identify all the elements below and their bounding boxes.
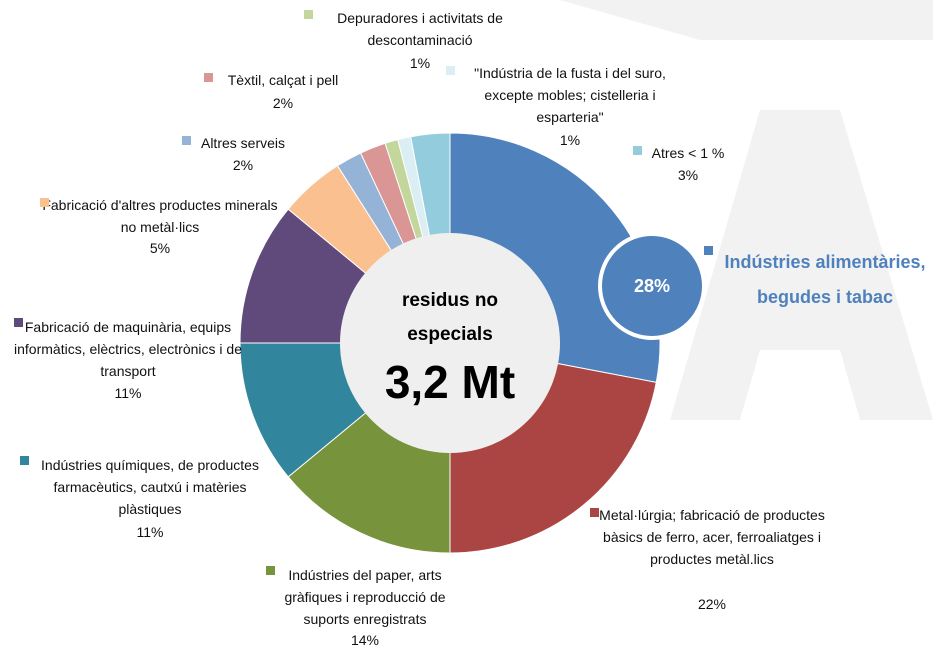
category-label: Metal·lúrgia; fabricació de productes bà… bbox=[599, 507, 825, 567]
legend-marker bbox=[20, 456, 29, 465]
watermark bbox=[560, 0, 933, 40]
legend-marker bbox=[633, 146, 642, 155]
legend-marker bbox=[590, 508, 599, 517]
category-label: Indústries químiques, de productes farma… bbox=[41, 457, 259, 517]
category-label: Indústries alimentàries, begudes i tabac bbox=[724, 252, 926, 307]
center-text-2: especials bbox=[407, 324, 493, 345]
value-label: 2% bbox=[272, 95, 294, 111]
legend-marker bbox=[14, 318, 23, 327]
category-label: Indústries del paper, arts gràfiques i r… bbox=[284, 567, 446, 627]
category-label: Depuradores i activitats de descontamina… bbox=[337, 10, 503, 48]
donut-hole bbox=[340, 233, 560, 453]
value-label: 1% bbox=[559, 132, 581, 148]
value-label: 2% bbox=[232, 157, 254, 173]
category-label: Tèxtil, calçat i pell bbox=[227, 72, 339, 88]
value-label: 3% bbox=[677, 167, 699, 183]
legend-marker bbox=[40, 198, 49, 207]
legend-marker bbox=[204, 73, 213, 82]
callout-circle bbox=[598, 232, 706, 340]
category-label: Altres serveis bbox=[200, 135, 286, 151]
legend-marker bbox=[182, 136, 191, 145]
legend-marker bbox=[704, 246, 713, 255]
value-label: 1% bbox=[409, 55, 431, 71]
legend-marker bbox=[446, 66, 455, 75]
category-label: Fabricació d'altres productes minerals n… bbox=[42, 197, 278, 235]
value-label: 14% bbox=[350, 632, 380, 648]
legend-marker bbox=[304, 10, 313, 19]
category-label: "Indústria de la fusta i del suro, excep… bbox=[474, 65, 666, 125]
value-label: 11% bbox=[114, 385, 142, 401]
center-text-1: residus no bbox=[402, 290, 498, 311]
value-label: 5% bbox=[149, 240, 171, 256]
category-label: Atres < 1 % bbox=[651, 145, 725, 161]
value-label: 22% bbox=[697, 596, 727, 612]
center-total: 3,2 Mt bbox=[385, 356, 515, 408]
watermark bbox=[670, 110, 933, 420]
legend-marker bbox=[266, 566, 275, 575]
callout-value: 28% bbox=[634, 276, 670, 296]
category-label: Fabricació de maquinària, equips informà… bbox=[14, 319, 242, 379]
value-label: 11% bbox=[136, 524, 164, 540]
